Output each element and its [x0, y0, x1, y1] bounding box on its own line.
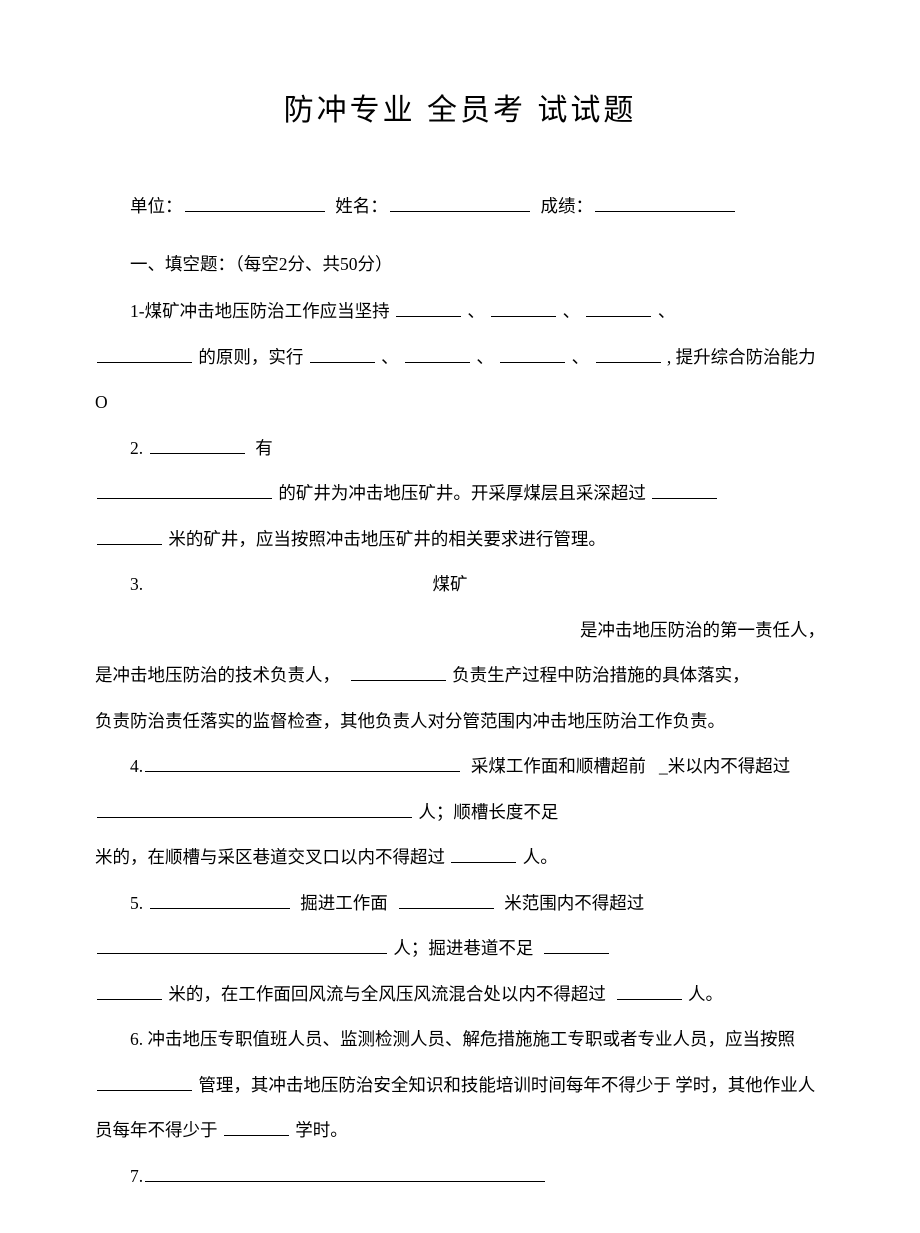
question-6: 6. 冲击地压专职值班人员、监测检测人员、解危措施施工专职或者专业人员，应当按照… [95, 1017, 825, 1154]
q2-blank [150, 434, 245, 453]
q1-sep2: 、 [563, 301, 581, 321]
q4-text-f: 人。 [523, 847, 558, 867]
q1-blank [405, 343, 470, 362]
q4-text-b: 采煤工作面和顺槽超前 [471, 756, 646, 776]
q4-text-c: 米以内不得超过 [668, 756, 791, 776]
q1-text-a: 1-煤矿冲击地压防治工作应当坚持 [130, 301, 390, 321]
q6-blank [224, 1117, 289, 1136]
q1-blank [491, 298, 556, 317]
q1-blank [586, 298, 651, 317]
q3-text-d: 是冲击地压防治的技术负责人， [95, 665, 340, 685]
q3-text-c: 是冲击地压防治的第一责任人， [580, 620, 825, 640]
q1-blank [596, 343, 661, 362]
q3-text-f: 负责防治责任落实的监督检查，其他负责人对分管范围内冲击地压防治工作负责。 [95, 711, 725, 731]
q1-sep3: 、 [658, 301, 676, 321]
q5-text-d: 人；掘进巷道不足 [393, 938, 533, 958]
q5-blank [399, 889, 494, 908]
q4-blank [145, 753, 460, 772]
q5-text-c: 米范围内不得超过 [504, 893, 644, 913]
section1-title: 一、填空题：（每空2分、共50分） [95, 242, 825, 288]
question-5-cont: 人；掘进巷道不足 [95, 926, 825, 972]
q1-sep1: 、 [467, 301, 485, 321]
q7-blank [145, 1162, 545, 1181]
question-3-cont: 是冲击地压防治的第一责任人， [95, 608, 825, 654]
q5-blank [544, 935, 609, 954]
q2-text-c: 的矿井为冲击地压矿井。开采厚煤层且采深超过 [278, 483, 646, 503]
question-3-cont3: 负责防治责任落实的监督检查，其他负责人对分管范围内冲击地压防治工作负责。 [95, 699, 825, 745]
q3-text-a: 3. [130, 574, 143, 594]
question-1: 1-煤矿冲击地压防治工作应当坚持 、 、 、 [95, 289, 825, 335]
question-2-cont: 的矿井为冲击地压矿井。开采厚煤层且采深超过 [95, 471, 825, 517]
q7-text-a: 7. [130, 1166, 143, 1186]
document-title: 防冲专业 全员考 试试题 [95, 90, 825, 132]
question-5: 5. 掘进工作面 米范围内不得超过 [95, 881, 825, 927]
q1-blank [396, 298, 461, 317]
question-3-cont2: 是冲击地压防治的技术负责人， 负责生产过程中防治措施的具体落实， [95, 653, 825, 699]
name-blank [390, 193, 530, 212]
question-1-cont: 的原则，实行 、 、 、 , 提升综合防治能力O [95, 335, 825, 426]
question-4: 4. 采煤工作面和顺槽超前 _米以内不得超过 [95, 744, 825, 790]
score-label: 成绩： [541, 196, 594, 216]
q5-blank [97, 980, 162, 999]
question-5-cont2: 米的，在工作面回风流与全风压风流混合处以内不得超过 人。 [95, 972, 825, 1018]
q1-blank [97, 343, 192, 362]
question-4-cont: 人；顺槽长度不足 [95, 790, 825, 836]
unit-blank [185, 193, 325, 212]
q4-text-d: 人；顺槽长度不足 [418, 802, 558, 822]
q6-text-d: 学时。 [295, 1120, 348, 1140]
q3-blank [351, 662, 446, 681]
unit-label: 单位： [130, 196, 183, 216]
q2-blank [97, 480, 272, 499]
q1-sep4: 、 [381, 347, 399, 367]
question-2: 2. 有 [95, 426, 825, 472]
q6-text-b: 管理，其冲击地压防治安全知识和技能培训时间每年不得少于 [198, 1075, 671, 1095]
q5-blank [150, 889, 290, 908]
q1-blank [310, 343, 375, 362]
q5-text-e: 米的，在工作面回风流与全风压风流混合处以内不得超过 [168, 984, 606, 1004]
q2-text-b: 有 [255, 438, 273, 458]
q5-text-b: 掘进工作面 [300, 893, 388, 913]
name-label: 姓名： [335, 196, 388, 216]
q6-blank [97, 1071, 192, 1090]
q4-blank [451, 844, 516, 863]
q2-blank [97, 525, 162, 544]
question-2-cont2: 米的矿井，应当按照冲击地压矿井的相关要求进行管理。 [95, 517, 825, 563]
q1-sep6: 、 [572, 347, 590, 367]
q4-text-e: 米的，在顺槽与采区巷道交叉口以内不得超过 [95, 847, 445, 867]
q2-blank [652, 480, 717, 499]
q5-blank [97, 935, 387, 954]
q1-blank [500, 343, 565, 362]
q1-sep5: 、 [476, 347, 494, 367]
question-4-cont2: 米的，在顺槽与采区巷道交叉口以内不得超过 人。 [95, 835, 825, 881]
q2-text-a: 2. [130, 438, 143, 458]
q1-text-b: 的原则，实行 [198, 347, 303, 367]
q3-text-e: 负责生产过程中防治措施的具体落实， [452, 665, 750, 685]
q3-text-b: 煤矿 [433, 574, 468, 594]
q5-blank [617, 980, 682, 999]
q2-text-d: 米的矿井，应当按照冲击地压矿井的相关要求进行管理。 [168, 529, 606, 549]
score-blank [595, 193, 735, 212]
q4-blank [97, 798, 412, 817]
question-3: 3. 煤矿 [95, 562, 825, 608]
q5-text-a: 5. [130, 893, 143, 913]
header-line: 单位： 姓名： 成绩： [95, 184, 825, 230]
question-7: 7. [95, 1154, 825, 1200]
q4-text-a: 4. [130, 756, 143, 776]
q5-text-f: 人。 [688, 984, 723, 1004]
q6-text-a: 6. 冲击地压专职值班人员、监测检测人员、解危措施施工专职或者专业人员，应当按照 [130, 1029, 795, 1049]
